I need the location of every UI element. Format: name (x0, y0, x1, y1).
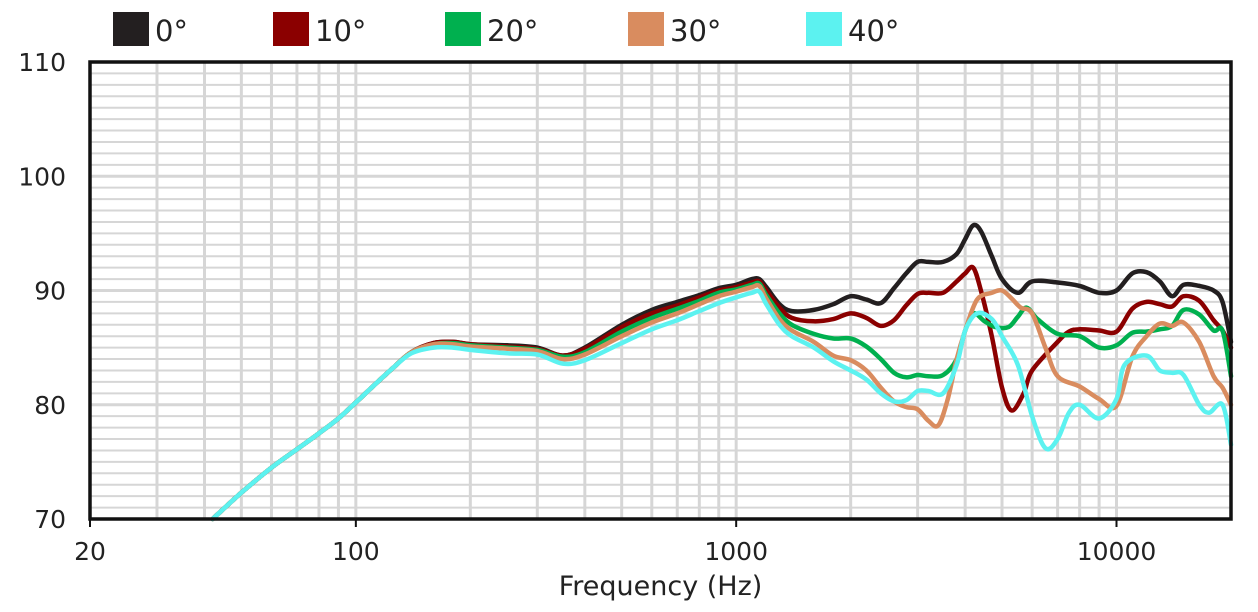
legend-swatch-0 (113, 12, 149, 46)
y-tick-label: 80 (34, 391, 66, 420)
legend-label-3: 30° (670, 14, 721, 48)
series-lines (210, 222, 1234, 522)
y-tick-label: 100 (18, 162, 66, 191)
legend-swatch-1 (273, 12, 309, 46)
legend-label-1: 10° (315, 14, 366, 48)
y-tick-label: 70 (34, 505, 66, 534)
series-line-4 (210, 288, 1234, 522)
plot-frame (88, 60, 1233, 521)
legend-swatch-4 (806, 12, 842, 46)
x-axis-ticks: 20 100 1000 10000 (74, 519, 1156, 566)
y-tick-label: 110 (18, 48, 66, 77)
x-tick-label: 10000 (1077, 537, 1157, 566)
legend-label-2: 20° (487, 14, 538, 48)
y-tick-label: 90 (34, 277, 66, 306)
x-tick-label: 20 (74, 537, 106, 566)
series-line-3 (210, 282, 1234, 522)
x-tick-label: 1000 (704, 537, 768, 566)
x-tick-label: 100 (332, 537, 380, 566)
x-axis-title: Frequency (Hz) (559, 571, 763, 602)
legend: 0° 10° 20° 30° 40° (113, 12, 899, 48)
y-axis-ticks: 70 80 90 100 110 (18, 48, 66, 534)
legend-swatch-2 (445, 12, 481, 46)
grid (90, 62, 1231, 519)
legend-label-4: 40° (848, 14, 899, 48)
legend-label-0: 0° (155, 14, 188, 48)
legend-swatch-3 (628, 12, 664, 46)
